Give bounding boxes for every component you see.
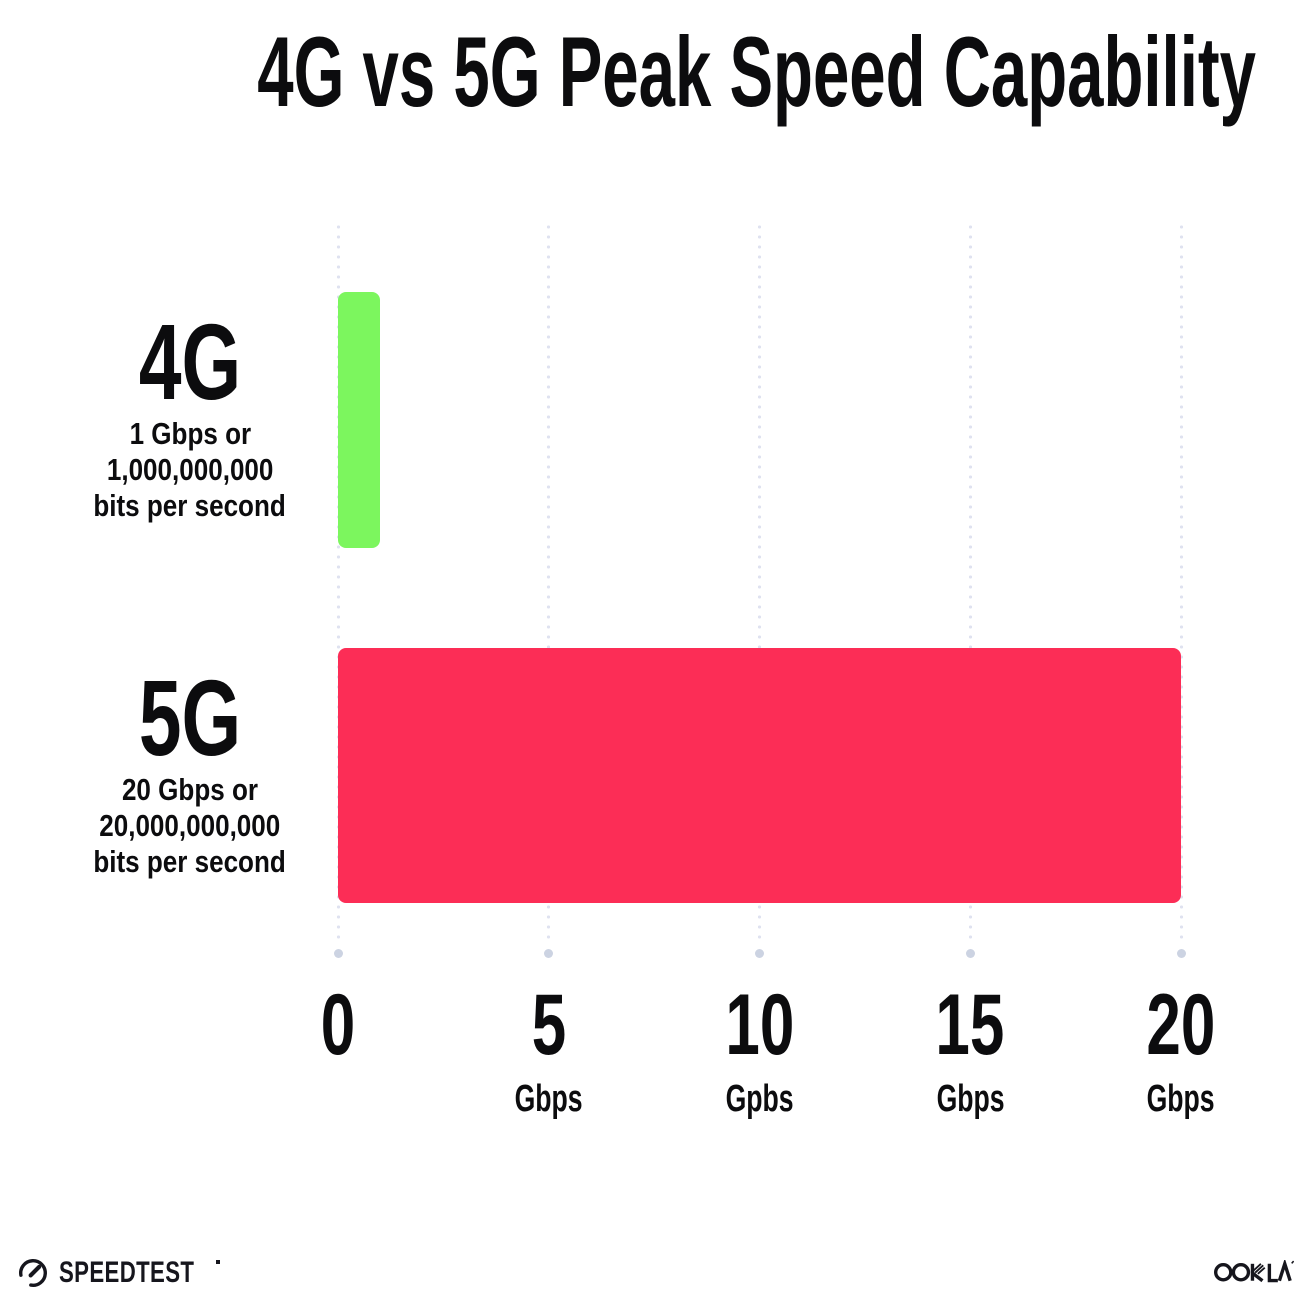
x-tick-unit-text: Gpbs — [725, 1078, 794, 1120]
chart-title: 4G vs 5G Peak Speed Capability — [0, 22, 1308, 121]
category-description-text: 1 Gbps or — [129, 416, 251, 451]
category-description-text: 20,000,000,000 — [99, 807, 281, 843]
category-description-text: bits per second — [93, 488, 287, 523]
gridline-5-gbps — [547, 222, 551, 944]
category-description-line-3: bits per second — [40, 488, 340, 524]
x-tick-number-text: 5 — [531, 977, 566, 1073]
x-tick-number: 15 — [850, 982, 1090, 1068]
x-tick-unit-text: Gbps — [936, 1078, 1005, 1120]
x-tick-unit: Gbps — [1061, 1080, 1301, 1118]
x-tick-unit-text: Gbps — [514, 1078, 583, 1120]
category-description-line-3: bits per second — [40, 844, 340, 880]
x-tick-number: 0 — [218, 982, 458, 1068]
bar-5g — [338, 648, 1181, 903]
category-description-line-1: 20 Gbps or — [40, 772, 340, 808]
gridline-end-dot-15-gbps — [965, 948, 975, 958]
x-tick-number: 20 — [1061, 982, 1301, 1068]
category-label-5g: 5G — [40, 656, 340, 778]
gridline-0-gbps — [336, 222, 340, 944]
category-description-text: 1,000,000,000 — [106, 452, 274, 487]
gridline-15-gbps — [968, 222, 972, 944]
speedometer-gauge-icon — [19, 1259, 47, 1287]
x-tick-20-gbps: 20 Gbps — [1061, 982, 1301, 1118]
category-description-line-2: 20,000,000,000 — [40, 808, 340, 844]
category-label-text: 4G — [138, 301, 242, 422]
gridline-end-dot-5-gbps — [544, 948, 554, 958]
x-tick-10-gbps: 10 Gpbs — [640, 982, 880, 1118]
x-tick-15-gbps: 15 Gbps — [850, 982, 1090, 1118]
gridline-10-gbps — [758, 222, 761, 944]
category-label-4g: 4G — [40, 308, 340, 416]
x-tick-unit: Gbps — [850, 1080, 1090, 1118]
row-label-4g: 4G 1 Gbps or 1,000,000,000 bits per second — [40, 308, 340, 524]
x-tick-number-text: 0 — [320, 977, 356, 1073]
x-tick-unit: Gbps — [429, 1080, 669, 1118]
gridline-end-dot-10-gbps — [755, 948, 764, 958]
category-description-line-2: 1,000,000,000 — [40, 452, 340, 488]
x-tick-5-gbps: 5 Gbps — [429, 982, 669, 1118]
gridline-end-dot-0-gbps — [333, 948, 343, 958]
x-tick-number: 5 — [429, 982, 669, 1068]
x-tick-unit-text: Gbps — [1147, 1078, 1215, 1120]
category-description-text: bits per second — [93, 843, 287, 879]
x-tick-number-text: 15 — [935, 977, 1005, 1073]
x-tick-0-gbps: 0 — [218, 982, 458, 1068]
gridline-end-dot-20-gbps — [1176, 948, 1186, 958]
speedtest-wordmark: SPEEDTEST — [59, 1256, 195, 1289]
x-tick-unit: Gpbs — [640, 1080, 880, 1118]
category-description-line-1: 1 Gbps or — [40, 416, 340, 452]
speedtest-logo: SPEEDTEST — [16, 1256, 220, 1290]
x-tick-number-text: 10 — [725, 977, 794, 1073]
trademark-mark — [215, 1260, 220, 1264]
row-label-5g: 5G 20 Gbps or 20,000,000,000 bits per secon… — [40, 656, 340, 880]
category-label-text: 5G — [138, 656, 242, 778]
chart-title-text: 4G vs 5G Peak Speed Capability — [257, 16, 1256, 127]
ookla-logo — [1213, 1258, 1295, 1288]
bar-4g — [338, 292, 381, 548]
x-tick-number-text: 20 — [1146, 977, 1216, 1073]
category-description-text: 20 Gbps or — [121, 771, 259, 807]
ookla-wordmark-icon — [1213, 1258, 1295, 1283]
gridline-20-gbps — [1179, 222, 1183, 944]
x-tick-number: 10 — [640, 982, 880, 1068]
